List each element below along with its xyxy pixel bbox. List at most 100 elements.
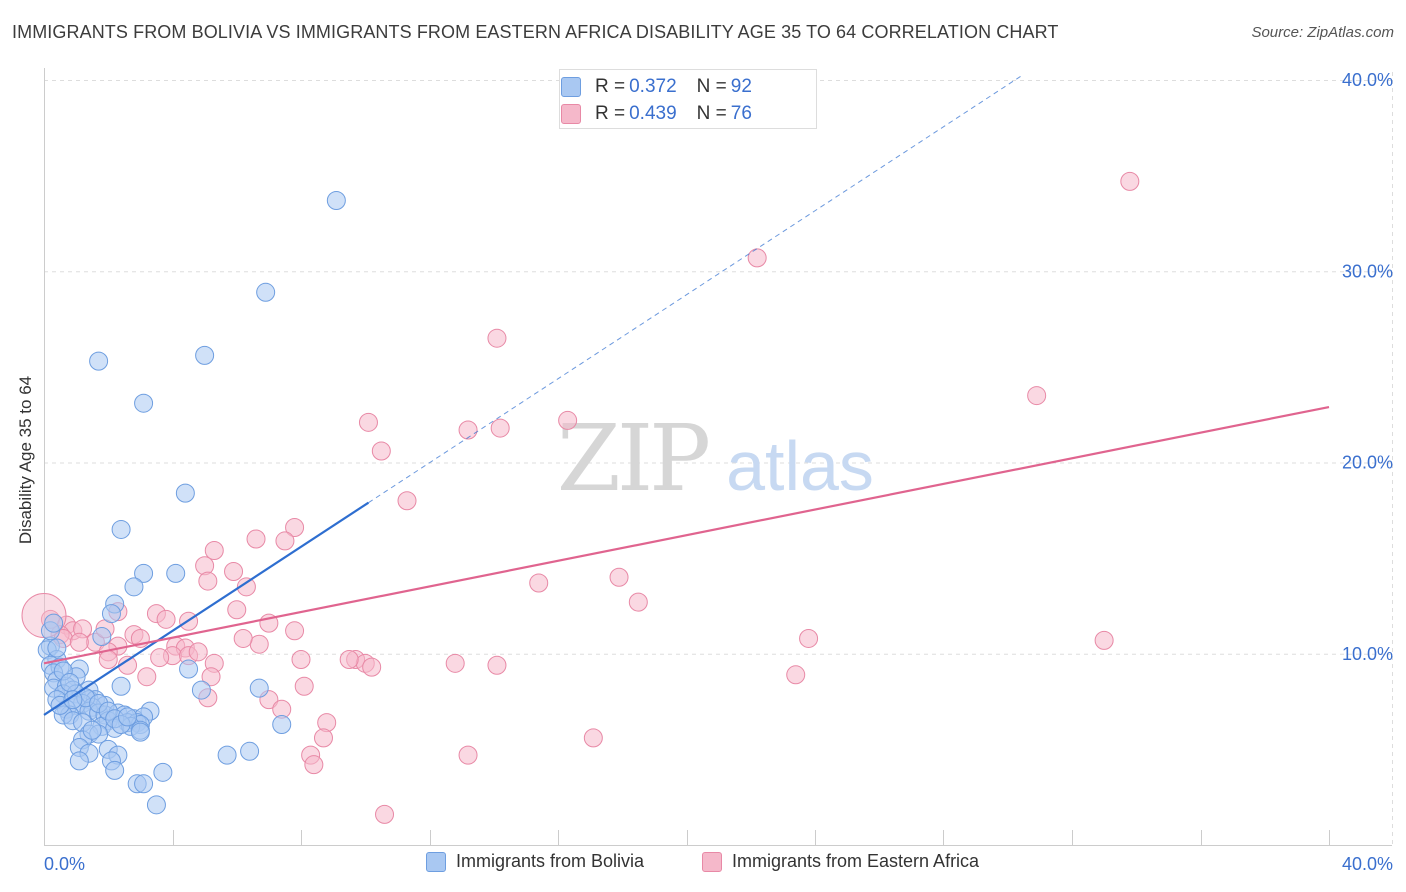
bolivia-trend-extension [368,73,1025,504]
bolivia-point [146,795,166,815]
bolivia-point [105,760,125,780]
eastern-africa-point [317,713,337,733]
eastern-africa-point [362,657,382,677]
axes [44,68,1392,846]
eastern-africa-point [1027,386,1047,406]
bolivia-point [47,638,67,658]
eastern-africa-swatch [561,104,581,124]
eastern-africa-point [224,562,244,582]
eastern-africa-point [339,649,359,669]
eastern-africa-point [201,667,221,687]
eastern-africa-r-value: 0.439 [629,103,677,124]
eastern-africa-point [188,642,208,662]
bolivia-point [89,351,109,371]
eastern-africa-point [294,676,314,696]
eastern-africa-point [490,418,510,438]
bolivia-point [272,715,292,735]
bolivia-point [191,680,211,700]
bolivia-point [111,519,131,539]
bolivia-point [69,751,89,771]
bolivia-point [217,745,237,765]
eastern-africa-point [1120,171,1140,191]
bolivia-point [153,762,173,782]
trend-lines [43,73,1330,716]
eastern-africa-n-label: N = [696,103,727,124]
eastern-africa-point [204,540,224,560]
eastern-africa-point [156,609,176,629]
bolivia-trend-line [43,501,370,716]
watermark: ZIP atlas [557,405,874,512]
eastern-africa-point [236,577,256,597]
legend-item-bolivia[interactable]: Immigrants from Bolivia [426,851,644,872]
bolivia-point [134,563,154,583]
eastern-africa-point [285,621,305,641]
eastern-africa-point [371,441,391,461]
eastern-africa-point [246,529,266,549]
y-tick-label: 30.0% [1342,261,1393,281]
legend-label-bolivia: Immigrants from Bolivia [456,851,645,871]
bolivia-point [134,774,154,794]
x-tick-label: 40.0% [1342,854,1393,874]
eastern-africa-point [98,649,118,669]
legend-swatch-bolivia [426,851,446,872]
eastern-africa-point [799,628,819,648]
bolivia-point [92,627,112,647]
eastern-africa-point [458,745,478,765]
eastern-africa-point [275,531,295,551]
eastern-africa-point [195,556,215,576]
bolivia-swatch [561,77,581,97]
y-tick-label: 10.0% [1342,644,1393,664]
eastern-africa-point [445,653,465,673]
eastern-africa-point [198,571,218,591]
chart-title: IMMIGRANTS FROM BOLIVIA VS IMMIGRANTS FR… [12,22,1059,42]
eastern-africa-point [786,665,806,685]
eastern-africa-trend-line [43,405,1330,665]
eastern-africa-point [558,410,578,430]
bolivia-n-label: N = [696,76,727,97]
stats-legend: R = 0.372 N = 92 R = 0.439 N = 76 [559,69,817,129]
eastern-africa-point [375,804,395,824]
legend-item-eastern-africa[interactable]: Immigrants from Eastern Africa [702,851,979,872]
eastern-africa-point [137,667,157,687]
bolivia-point [60,672,80,692]
eastern-africa-point [458,420,478,440]
eastern-africa-point [227,600,247,620]
eastern-africa-point [487,655,507,675]
legend-swatch-eastern-africa [702,851,722,872]
bolivia-point [195,345,215,365]
bolivia-point [44,613,64,633]
bolivia-point [124,577,144,597]
bolivia-point [326,190,346,210]
bolivia-r-value: 0.372 [629,76,677,97]
eastern-africa-point [358,412,378,432]
eastern-africa-point [150,648,170,668]
eastern-africa-n-value: 76 [730,103,752,124]
bolivia-points [37,190,346,815]
eastern-africa-point [285,518,305,538]
y-axis-label: Disability Age 35 to 64 [16,375,35,545]
bottom-legend: Immigrants from Bolivia Immigrants from … [0,851,1406,877]
bolivia-point [101,604,121,624]
eastern-africa-point [609,567,629,587]
eastern-africa-point [69,632,89,652]
bolivia-n-value: 92 [730,76,752,97]
stats-row-bolivia: R = 0.372 N = 92 [561,74,752,100]
grid-lines [44,72,1393,845]
bolivia-point [166,563,186,583]
y-tick-label: 40.0% [1342,70,1393,90]
stats-row-eastern-africa: R = 0.439 N = 76 [561,101,752,127]
tick-labels: 10.0% 20.0% 30.0% 40.0% 0.0% 40.0% [44,70,1393,874]
eastern-africa-point [628,592,648,612]
bolivia-point [111,676,131,696]
watermark-atlas: atlas [726,427,874,505]
eastern-africa-point [529,573,549,593]
bolivia-point [118,707,138,727]
bolivia-point [249,678,269,698]
bolivia-point [63,690,83,710]
bolivia-point [82,720,102,740]
eastern-africa-point [397,491,417,511]
bolivia-point [179,659,199,679]
eastern-africa-point [1094,630,1114,650]
eastern-africa-point [487,328,507,348]
eastern-africa-point [249,634,269,654]
